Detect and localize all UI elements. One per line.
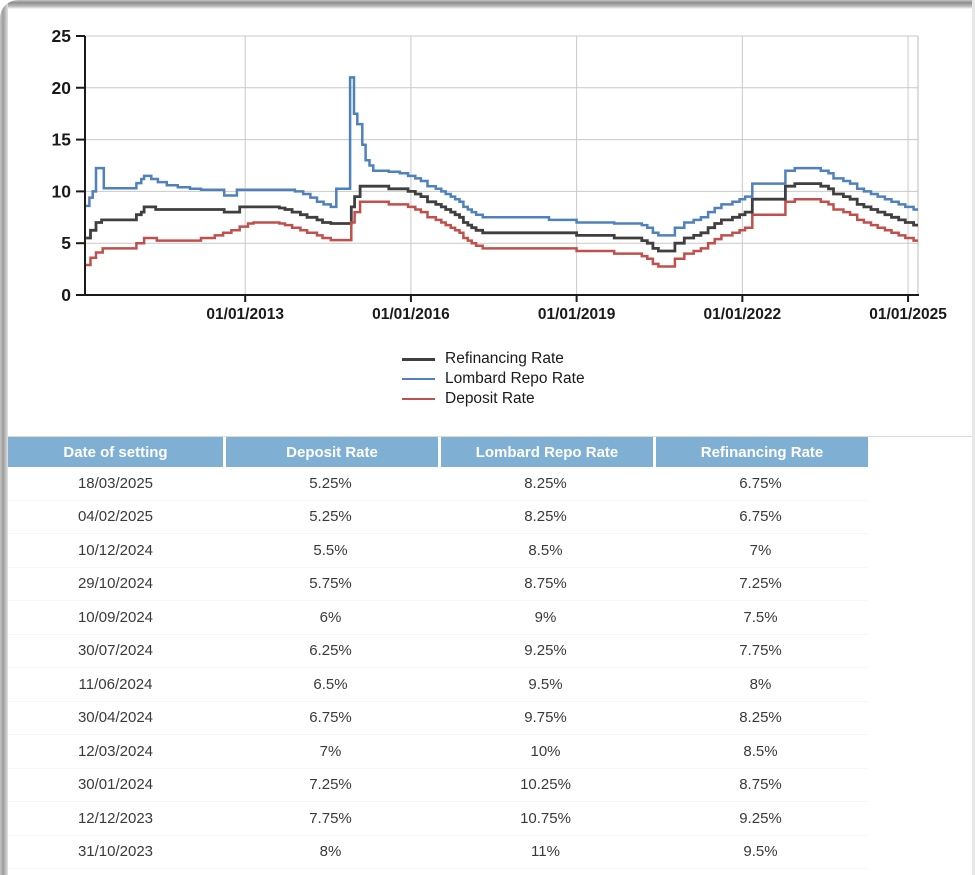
series-line-refinancing-rate <box>86 182 918 253</box>
rate-value-cell: 5.25% <box>223 467 438 501</box>
x-axis-label: 01/01/2019 <box>538 306 616 323</box>
rate-value-cell: 8% <box>653 668 868 702</box>
table-row: 12/03/2024 7% 10% 8.5% <box>8 735 868 769</box>
chart-legend: Refinancing Rate Lombard Repo Rate Depos… <box>402 349 585 409</box>
y-axis-label: 20 <box>52 78 72 98</box>
rates-table-body: 18/03/2025 5.25% 8.25% 6.75% 04/02/2025 5.25%… <box>8 467 868 869</box>
rate-value-cell: 9.5% <box>438 668 653 702</box>
x-axis-label: 01/01/2013 <box>206 306 284 323</box>
lombard-line-swatch-icon <box>402 377 435 381</box>
column-header-deposit-rate: Deposit Rate <box>223 437 438 467</box>
rate-value-cell: 8.5% <box>653 735 868 769</box>
date-of-setting-cell: 10/09/2024 <box>8 601 223 635</box>
column-header-refinancing-rate: Refinancing Rate <box>653 437 868 467</box>
rates-table-head: Date of setting Deposit Rate Lombard Repo … <box>8 437 868 467</box>
table-row: 30/07/2024 6.25% 9.25% 7.75% <box>8 634 868 668</box>
rates-table-container: Date of setting Deposit Rate Lombard Repo … <box>8 437 868 869</box>
y-axis-label: 15 <box>52 130 72 150</box>
legend-item-deposit: Deposit Rate <box>402 389 585 409</box>
table-row: 31/10/2023 8% 11% 9.5% <box>8 835 868 869</box>
rate-value-cell: 8.5% <box>438 534 653 568</box>
rate-value-cell: 8% <box>223 835 438 869</box>
date-of-setting-cell: 30/07/2024 <box>8 634 223 668</box>
series-line-lombard-repo-rate <box>86 76 918 237</box>
rate-value-cell: 9% <box>438 601 653 635</box>
rate-value-cell: 5.75% <box>223 567 438 601</box>
table-row: 11/06/2024 6.5% 9.5% 8% <box>8 668 868 702</box>
rate-value-cell: 9.25% <box>438 634 653 668</box>
rate-value-cell: 10.25% <box>438 768 653 802</box>
rate-value-cell: 8.25% <box>653 701 868 735</box>
rates-chart: 01/01/2013 01/01/2016 01/01/2019 01/01/2022… <box>0 0 975 333</box>
y-axis-label: 25 <box>52 26 72 46</box>
rate-value-cell: 7.5% <box>653 601 868 635</box>
rates-table: Date of setting Deposit Rate Lombard Repo … <box>8 437 868 869</box>
date-of-setting-cell: 31/10/2023 <box>8 835 223 869</box>
table-row: 29/10/2024 5.75% 8.75% 7.25% <box>8 567 868 601</box>
legend-label: Refinancing Rate <box>445 350 564 367</box>
date-of-setting-cell: 29/10/2024 <box>8 567 223 601</box>
date-of-setting-cell: 04/02/2025 <box>8 500 223 534</box>
rate-value-cell: 10.75% <box>438 802 653 836</box>
column-header-lombard-repo-rate: Lombard Repo Rate <box>438 437 653 467</box>
deposit-line-swatch-icon <box>402 397 435 401</box>
x-axis-label: 01/01/2016 <box>372 306 450 323</box>
rate-value-cell: 7.75% <box>223 802 438 836</box>
rate-value-cell: 10% <box>438 735 653 769</box>
rate-value-cell: 6.75% <box>653 467 868 501</box>
rate-value-cell: 7.75% <box>653 634 868 668</box>
date-of-setting-cell: 30/01/2024 <box>8 768 223 802</box>
y-axis-label: 0 <box>61 285 71 305</box>
y-axis-label: 10 <box>52 181 72 201</box>
rate-value-cell: 11% <box>438 835 653 869</box>
rate-value-cell: 9.5% <box>653 835 868 869</box>
rate-value-cell: 7.25% <box>223 768 438 802</box>
series-line-deposit-rate <box>86 197 918 268</box>
legend-label: Lombard Repo Rate <box>445 370 585 387</box>
date-of-setting-cell: 11/06/2024 <box>8 668 223 702</box>
rate-value-cell: 5.5% <box>223 534 438 568</box>
date-of-setting-cell: 12/03/2024 <box>8 735 223 769</box>
rate-value-cell: 9.25% <box>653 802 868 836</box>
rate-value-cell: 7% <box>653 534 868 568</box>
rate-value-cell: 6.25% <box>223 634 438 668</box>
rate-value-cell: 8.75% <box>653 768 868 802</box>
rate-value-cell: 9.75% <box>438 701 653 735</box>
rate-value-cell: 7% <box>223 735 438 769</box>
date-of-setting-cell: 12/12/2023 <box>8 802 223 836</box>
rate-value-cell: 8.25% <box>438 500 653 534</box>
rate-value-cell: 7.25% <box>653 567 868 601</box>
x-axis-label: 01/01/2022 <box>704 306 782 323</box>
table-row: 30/04/2024 6.75% 9.75% 8.25% <box>8 701 868 735</box>
legend-item-refinancing: Refinancing Rate <box>402 349 585 369</box>
table-row: 10/09/2024 6% 9% 7.5% <box>8 601 868 635</box>
rates-chart-svg: 01/01/2013 01/01/2016 01/01/2019 01/01/2022… <box>52 26 948 323</box>
table-row: 30/01/2024 7.25% 10.25% 8.75% <box>8 768 868 802</box>
table-row: 04/02/2025 5.25% 8.25% 6.75% <box>8 500 868 534</box>
table-row: 18/03/2025 5.25% 8.25% 6.75% <box>8 467 868 501</box>
table-top-divider <box>0 436 975 437</box>
legend-label: Deposit Rate <box>445 390 535 407</box>
y-axis-label: 5 <box>61 233 71 253</box>
rate-value-cell: 8.75% <box>438 567 653 601</box>
rate-value-cell: 6% <box>223 601 438 635</box>
date-of-setting-cell: 18/03/2025 <box>8 467 223 501</box>
column-header-date-of-setting: Date of setting <box>8 437 223 467</box>
table-row: 10/12/2024 5.5% 8.5% 7% <box>8 534 868 568</box>
legend-item-lombard: Lombard Repo Rate <box>402 369 585 389</box>
rate-value-cell: 8.25% <box>438 467 653 501</box>
date-of-setting-cell: 10/12/2024 <box>8 534 223 568</box>
table-row: 12/12/2023 7.75% 10.75% 9.25% <box>8 802 868 836</box>
rate-value-cell: 6.75% <box>653 500 868 534</box>
rate-value-cell: 6.75% <box>223 701 438 735</box>
refinancing-line-swatch-icon <box>402 357 435 361</box>
table-header-row: Date of setting Deposit Rate Lombard Repo … <box>8 437 868 467</box>
rate-value-cell: 6.5% <box>223 668 438 702</box>
x-axis-label: 01/01/2025 <box>869 306 947 323</box>
rate-value-cell: 5.25% <box>223 500 438 534</box>
date-of-setting-cell: 30/04/2024 <box>8 701 223 735</box>
